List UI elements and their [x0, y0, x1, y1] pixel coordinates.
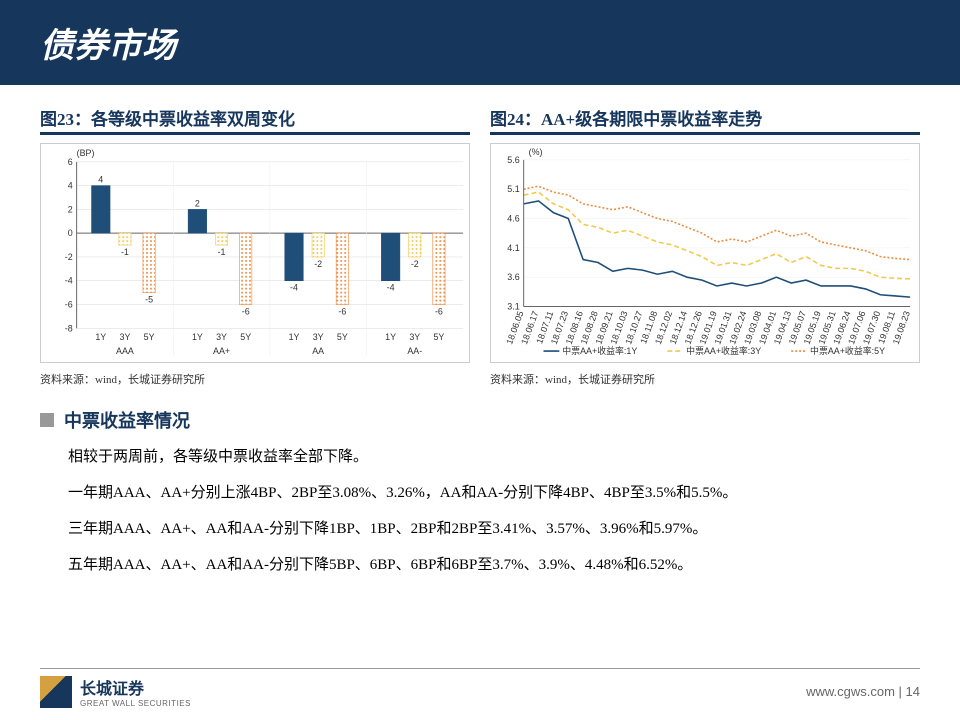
svg-text:-1: -1: [218, 247, 226, 257]
svg-text:3Y: 3Y: [409, 332, 420, 342]
svg-text:1Y: 1Y: [95, 332, 106, 342]
logo-text: 长城证券 GREAT WALL SECURITIES: [80, 675, 191, 708]
svg-text:-4: -4: [290, 283, 298, 293]
svg-text:1Y: 1Y: [289, 332, 300, 342]
svg-text:6: 6: [68, 157, 73, 167]
svg-text:3.1: 3.1: [507, 301, 519, 311]
svg-text:4: 4: [98, 175, 103, 185]
svg-text:3Y: 3Y: [216, 332, 227, 342]
chart23-source: 资料来源：wind，长城证券研究所: [40, 371, 470, 387]
svg-text:AAA: AAA: [116, 346, 134, 356]
footer-url: www.cgws.com: [806, 684, 895, 699]
logo: 长城证券 GREAT WALL SECURITIES: [40, 675, 191, 708]
page-number: www.cgws.com | 14: [806, 684, 920, 699]
body-p4: 五年期AAA、AA+、AA和AA-分别下降5BP、6BP、6BP和6BP至3.7…: [68, 553, 920, 577]
chart23-plot: (BP) -8 -6 -4 -2 0 2 4 6 4 1Y -1 3Y -5 5Y AAA 2 1Y -1 3Y -6 5…: [40, 143, 470, 363]
svg-text:-6: -6: [242, 306, 250, 316]
svg-text:2: 2: [68, 204, 73, 214]
chart24-source: 资料来源：wind，长城证券研究所: [490, 371, 920, 387]
chart23-column: 图23：各等级中票收益率双周变化 (BP) -8 -6 -4 -2 0 2 4 6 4 1Y -1 3Y…: [40, 105, 470, 387]
svg-text:4.6: 4.6: [507, 213, 519, 223]
section-heading: 中票收益率情况: [64, 407, 190, 433]
svg-text:5Y: 5Y: [240, 332, 251, 342]
svg-text:AA: AA: [312, 346, 324, 356]
bullet-icon: [40, 413, 54, 427]
body-p3: 三年期AAA、AA+、AA和AA-分别下降1BP、1BP、2BP和2BP至3.4…: [68, 517, 920, 541]
svg-text:1Y: 1Y: [192, 332, 203, 342]
svg-text:5Y: 5Y: [433, 332, 444, 342]
svg-text:0: 0: [68, 228, 73, 238]
svg-text:-2: -2: [65, 252, 73, 262]
svg-text:中票AA+收益率:3Y: 中票AA+收益率:3Y: [686, 345, 761, 356]
svg-text:-2: -2: [411, 259, 419, 269]
svg-text:-6: -6: [435, 306, 443, 316]
svg-text:-1: -1: [121, 247, 129, 257]
svg-text:中票AA+收益率:5Y: 中票AA+收益率:5Y: [810, 345, 885, 356]
svg-text:(%): (%): [529, 147, 543, 157]
svg-text:5Y: 5Y: [144, 332, 155, 342]
svg-text:5Y: 5Y: [337, 332, 348, 342]
svg-text:5.6: 5.6: [507, 155, 519, 165]
charts-row: 图23：各等级中票收益率双周变化 (BP) -8 -6 -4 -2 0 2 4 6 4 1Y -1 3Y…: [40, 105, 920, 387]
chart23-title: 图23：各等级中票收益率双周变化: [40, 105, 470, 130]
footer-page: 14: [906, 684, 920, 699]
logo-cn: 长城证券: [80, 675, 191, 699]
svg-text:1Y: 1Y: [385, 332, 396, 342]
svg-text:AA+: AA+: [213, 346, 230, 356]
svg-text:3Y: 3Y: [119, 332, 130, 342]
section-heading-row: 中票收益率情况: [40, 407, 920, 433]
page-header: 债券市场: [0, 0, 960, 85]
logo-en: GREAT WALL SECURITIES: [80, 699, 191, 708]
svg-text:(BP): (BP): [77, 148, 95, 158]
svg-text:4.1: 4.1: [507, 243, 519, 253]
svg-text:-5: -5: [145, 295, 153, 305]
page-title: 债券市场: [40, 18, 176, 67]
svg-text:4: 4: [68, 181, 73, 191]
page-footer: 长城证券 GREAT WALL SECURITIES www.cgws.com …: [40, 668, 920, 708]
svg-text:-2: -2: [314, 259, 322, 269]
chart23-rule: [40, 132, 470, 135]
chart24-plot: (%)3.13.64.14.65.15.618.06.0518.06.1718.…: [490, 143, 920, 363]
svg-text:-4: -4: [65, 276, 73, 286]
chart24-column: 图24：AA+级各期限中票收益率走势 (%) 3.1 3.6 4.1 4.6 5.1 5.6…: [490, 105, 920, 387]
svg-text:5.1: 5.1: [507, 184, 519, 194]
svg-text:-6: -6: [65, 300, 73, 310]
svg-text:2: 2: [195, 198, 200, 208]
svg-text:3Y: 3Y: [313, 332, 324, 342]
chart24-title: 图24：AA+级各期限中票收益率走势: [490, 105, 920, 130]
svg-text:中票AA+收益率:1Y: 中票AA+收益率:1Y: [562, 345, 637, 356]
chart24-rule: [490, 132, 920, 135]
svg-text:-4: -4: [387, 283, 395, 293]
svg-text:3.6: 3.6: [507, 272, 519, 282]
body-p1: 相较于两周前，各等级中票收益率全部下降。: [68, 445, 920, 469]
main-content: 图23：各等级中票收益率双周变化 (BP) -8 -6 -4 -2 0 2 4 6 4 1Y -1 3Y…: [0, 85, 960, 577]
logo-mark-icon: [40, 676, 72, 708]
svg-text:-8: -8: [65, 323, 73, 333]
svg-text:AA-: AA-: [407, 346, 422, 356]
body-p2: 一年期AAA、AA+分别上涨4BP、2BP至3.08%、3.26%，AA和AA-…: [68, 481, 920, 505]
svg-text:-6: -6: [338, 306, 346, 316]
